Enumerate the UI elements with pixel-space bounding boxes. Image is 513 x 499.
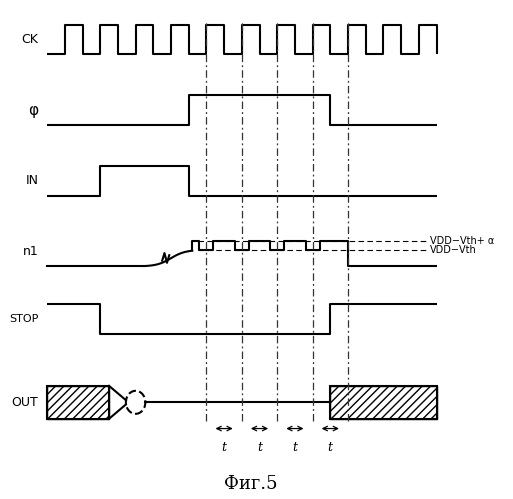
Bar <box>330 386 437 419</box>
Text: n1: n1 <box>23 245 38 258</box>
Text: CK: CK <box>22 33 38 46</box>
Text: t: t <box>257 441 262 454</box>
Bar <box>47 386 109 419</box>
Text: φ: φ <box>28 103 38 118</box>
Text: IN: IN <box>25 174 38 187</box>
Text: OUT: OUT <box>11 396 38 409</box>
Text: t: t <box>222 441 227 454</box>
Text: t: t <box>292 441 298 454</box>
Text: VDD−Vth: VDD−Vth <box>430 245 477 255</box>
Text: VDD−Vth+ α: VDD−Vth+ α <box>430 236 495 246</box>
Text: Фиг.5: Фиг.5 <box>224 475 278 493</box>
Text: t: t <box>328 441 333 454</box>
Text: STOP: STOP <box>9 314 38 324</box>
